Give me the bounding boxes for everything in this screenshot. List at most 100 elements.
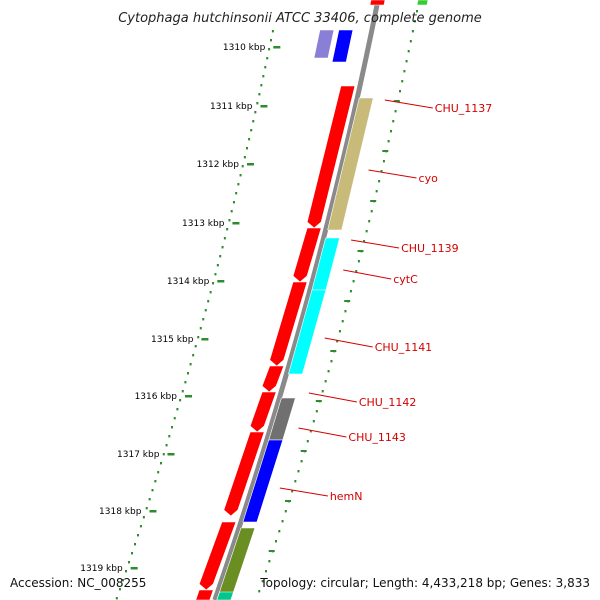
gc-dot [387,140,390,143]
gene-label: CHU_1142 [359,396,417,409]
gc-dot [415,10,418,13]
gc-dot [118,588,121,591]
gc-dot [189,363,192,366]
gc-dot [392,120,395,123]
gc-dot [248,138,251,141]
gc-dot [394,110,397,113]
top-feature-lavender [313,29,335,59]
gc-dot [271,30,274,33]
top-feature-blue [331,29,354,63]
kbp-tick [201,338,209,341]
gc-dot [207,300,210,303]
kbp-label: 1318 kbp [99,507,142,517]
kbp-label: 1315 kbp [151,335,194,345]
gc-dot [237,183,240,186]
gc-dot [278,530,281,533]
gc-dot [228,219,231,222]
gc-dot [380,170,383,173]
gc-dot [121,579,124,582]
gene-callout-line [351,239,400,249]
gc-dot [246,147,249,150]
gc-dot [378,180,381,183]
gc-dot [239,174,242,177]
gc-dot [389,130,392,133]
gc-dot [281,520,284,523]
gc-bar [285,500,291,502]
gc-dot [131,552,134,555]
accession-text: Accession: NC_008255 [10,576,146,590]
gc-dot [294,480,297,483]
cog-band-0 [327,97,374,231]
gc-dot [363,240,366,243]
gc-dot [202,318,205,321]
gc-dot [265,570,268,573]
map-title: Cytophaga hutchinsonii ATCC 33406, compl… [118,11,482,26]
kbp-tick [184,395,192,398]
gc-dot [411,30,414,33]
gc-dot [297,470,300,473]
gc-dot [148,498,151,501]
gc-dot [275,540,278,543]
gc-dot [214,273,217,276]
gc-dot [199,327,202,330]
gc-dot [197,336,200,339]
gene-label: CHU_1139 [401,242,459,255]
kbp-tick [232,222,240,225]
gc-dot [409,40,412,43]
gc-dot [165,444,168,447]
kbp-label: 1313 kbp [182,219,225,229]
cog-band-2 [288,289,327,375]
top-feature-green [416,0,429,6]
gc-dot [171,426,174,429]
gc-dot [125,570,128,573]
gc-dot [209,291,212,294]
gc-dot [128,561,131,564]
gene-callout-line [298,427,347,438]
gene-label: CHU_1137 [435,102,493,115]
gc-dot [221,246,224,249]
gc-dot [266,57,269,60]
gc-dot [115,597,118,600]
gc-dot [413,20,416,23]
cog-band-5 [216,527,256,600]
gene-label: hemN [330,490,363,503]
kbp-label: 1314 kbp [167,277,210,287]
kbp-tick [273,46,281,49]
kbp-label: 1312 kbp [197,160,240,170]
gc-dot [235,192,238,195]
gc-dot [230,210,233,213]
kbp-tick [130,567,138,570]
gc-dot [268,48,271,51]
gc-dot [252,120,255,123]
gc-dot [268,560,271,563]
cds-arrow-4 [249,391,277,433]
gc-dot [250,129,253,132]
gc-dot [261,580,264,583]
gc-dot [157,471,160,474]
gc-dot [216,264,219,267]
gc-dot [241,165,244,168]
gc-dot [327,370,330,373]
gc-dot [162,453,165,456]
gc-dot [212,282,215,285]
gc-dot [309,430,312,433]
gc-dot [232,201,235,204]
gc-dot [315,410,318,413]
cds-arrow-5 [223,431,265,517]
gc-bar [268,550,275,552]
gc-dot [405,60,408,63]
gc-bar [315,400,322,402]
gc-dot [136,534,139,537]
kbp-tick [217,280,225,283]
gc-dot [260,84,263,87]
kbp-label: 1319 kbp [80,564,123,574]
gc-bar [393,100,400,102]
gc-dot [184,381,187,384]
kbp-tick [149,510,157,513]
cog-band-4 [242,439,284,523]
gc-dot [365,230,368,233]
backbone-track [212,0,381,600]
kbp-tick [167,453,175,456]
